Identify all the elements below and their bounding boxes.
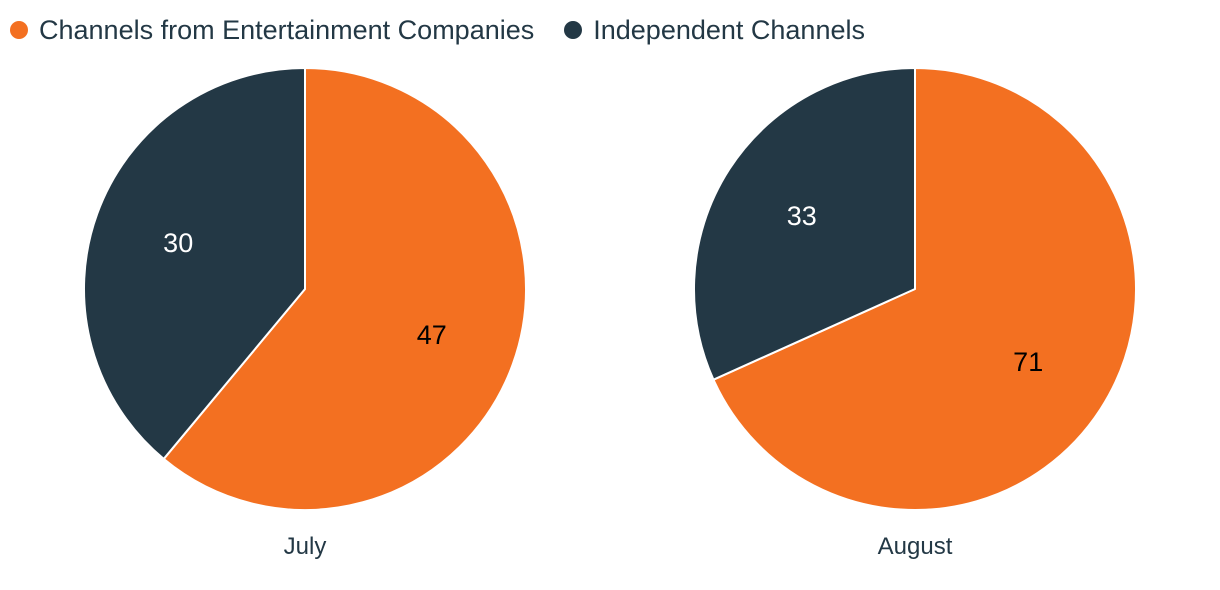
- pie-svg-august: 71 33: [693, 67, 1137, 511]
- legend-swatch-icon: [10, 21, 28, 39]
- pie-slice-august-1[interactable]: [693, 67, 916, 381]
- legend-item-1[interactable]: Independent Channels: [564, 13, 865, 47]
- pie-title: July: [283, 533, 327, 560]
- pie-charts-row: 47 30 July 71 33 August: [0, 66, 1220, 562]
- slice-value-label: 30: [163, 228, 193, 258]
- legend: Channels from Entertainment Companies Ind…: [0, 0, 1220, 48]
- legend-label: Independent Channels: [593, 15, 865, 45]
- pie-slice-july-0[interactable]: [162, 67, 527, 511]
- slice-value-label: 71: [1013, 347, 1043, 377]
- legend-item-0[interactable]: Channels from Entertainment Companies: [10, 13, 534, 47]
- pie-slice-august-0[interactable]: [712, 67, 1137, 511]
- legend-swatch-icon: [564, 21, 583, 39]
- slice-value-label: 47: [417, 320, 447, 350]
- pie-svg-july: 47 30: [83, 67, 527, 511]
- pie-chart-august: 71 33 August: [610, 66, 1220, 562]
- pie-chart-july: 47 30 July: [0, 66, 610, 562]
- pie-slice-july-1[interactable]: [83, 67, 306, 460]
- legend-label: Channels from Entertainment Companies: [39, 15, 535, 45]
- slice-value-label: 33: [787, 201, 817, 231]
- pie-title: August: [877, 533, 953, 560]
